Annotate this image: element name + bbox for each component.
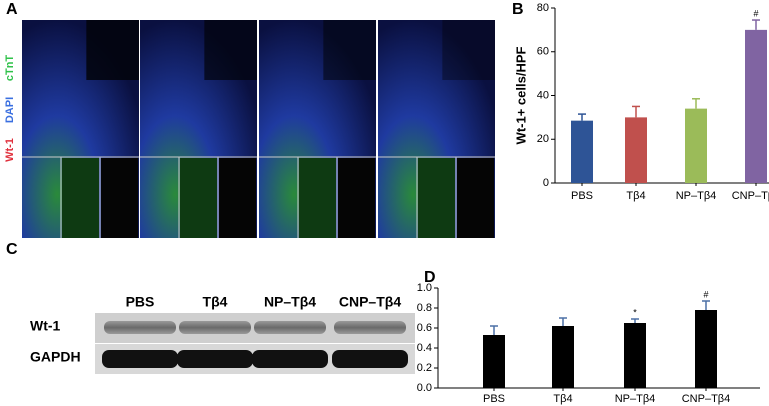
x-tick-label: CNP–Tβ4	[682, 393, 731, 405]
x-tick-label: CNP–Tβ4	[732, 190, 769, 202]
lane-label: NP–Tβ4	[264, 294, 316, 310]
y-tick-label: 0.0	[417, 382, 432, 394]
y-tick-label: 40	[537, 89, 549, 101]
y-axis-label: Wt-1+ cells/HPF	[513, 46, 528, 144]
blot-band	[104, 321, 176, 334]
inset	[62, 158, 99, 238]
x-tick-label: NP–Tβ4	[676, 190, 717, 202]
inset	[219, 158, 256, 238]
bar	[483, 335, 505, 388]
group-label: Tβ4	[187, 2, 211, 17]
western-blot: PBS Tβ4 NP–Tβ4 CNP–Tβ4 Wt-1 GAPDH	[30, 294, 415, 374]
y-tick-label: 0.8	[417, 302, 432, 314]
dark-region	[323, 20, 376, 80]
lane-label: PBS	[126, 294, 155, 310]
panel-label: C	[6, 241, 18, 258]
significance-marker: *	[633, 307, 637, 317]
bar	[695, 310, 717, 388]
blot-band	[179, 321, 251, 334]
stain-label: cTnT	[4, 55, 16, 82]
y-tick-label: 1.0	[417, 282, 432, 294]
y-tick-label: 0	[543, 177, 549, 189]
blot-band	[254, 321, 326, 334]
significance-marker: #	[703, 289, 708, 299]
row-label: Wt-1	[30, 318, 61, 334]
bar	[571, 120, 593, 183]
dark-region	[86, 20, 139, 80]
bar	[745, 29, 767, 183]
y-tick-label: 80	[537, 2, 549, 14]
bar	[625, 117, 647, 183]
dark-region	[204, 20, 257, 80]
dark-region	[442, 20, 495, 80]
panel-label: A	[6, 1, 18, 18]
y-tick-label: 0.6	[417, 322, 432, 334]
inset	[299, 158, 336, 238]
inset	[418, 158, 455, 238]
significance-marker: #	[753, 8, 758, 18]
panel-label: D	[424, 269, 436, 286]
y-tick-label: 0.2	[417, 362, 432, 374]
inset	[457, 158, 494, 238]
x-tick-label: PBS	[571, 190, 593, 202]
group-label: PBS	[67, 2, 94, 17]
x-tick-label: Tβ4	[553, 393, 572, 405]
x-tick-label: Tβ4	[626, 190, 645, 202]
blot-band	[332, 350, 408, 368]
group-label: NP–Tβ4	[293, 2, 342, 17]
bar	[552, 326, 574, 388]
panel-label: B	[512, 1, 524, 18]
bar	[685, 108, 707, 183]
lane-label: Tβ4	[203, 294, 228, 310]
bar	[624, 323, 646, 388]
inset	[338, 158, 375, 238]
micrographs: PBS Tβ4 NP–Tβ4 CNP–Tβ4 Wt-1 DAPI cTnT	[4, 2, 495, 238]
blot-band	[252, 350, 328, 368]
lane-label: CNP–Tβ4	[339, 294, 401, 310]
y-tick-label: 20	[537, 133, 549, 145]
stain-label: DAPI	[4, 97, 16, 123]
y-tick-label: 0.4	[417, 342, 432, 354]
blot-band	[177, 350, 253, 368]
stain-label: Wt-1	[4, 138, 16, 162]
x-tick-label: PBS	[483, 393, 505, 405]
group-label: CNP–Tβ4	[408, 2, 467, 17]
blot-band	[334, 321, 406, 334]
row-label: GAPDH	[30, 349, 81, 365]
inset	[180, 158, 217, 238]
inset	[101, 158, 138, 238]
y-tick-label: 60	[537, 46, 549, 58]
blot-band	[102, 350, 178, 368]
x-tick-label: NP–Tβ4	[615, 393, 656, 405]
